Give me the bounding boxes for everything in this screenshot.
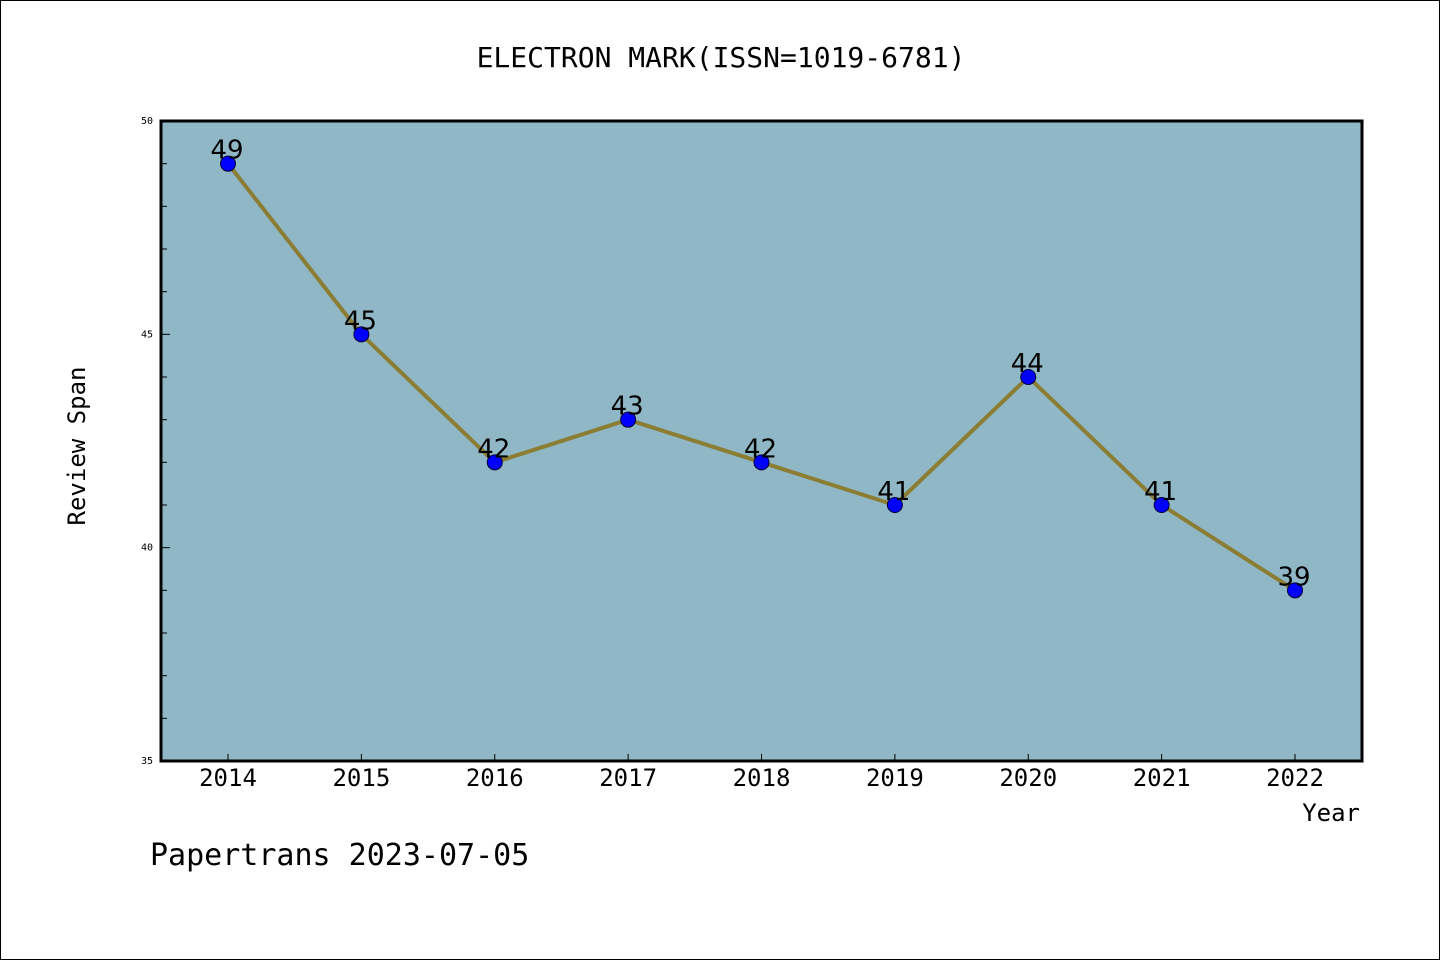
x-axis-label: Year bbox=[1302, 799, 1360, 827]
x-tick-label: 2014 bbox=[199, 764, 257, 792]
data-label: 44 bbox=[1011, 349, 1044, 379]
data-points bbox=[220, 155, 1303, 599]
x-tick-label: 2018 bbox=[733, 764, 791, 792]
data-label: 45 bbox=[344, 306, 377, 336]
data-label: 39 bbox=[1277, 562, 1310, 592]
y-tick-label: 50 bbox=[141, 116, 153, 127]
data-point bbox=[620, 411, 637, 428]
data-point bbox=[486, 454, 503, 471]
data-point bbox=[753, 454, 770, 471]
data-point bbox=[353, 326, 370, 343]
x-tick-label: 2016 bbox=[466, 764, 524, 792]
data-point bbox=[886, 497, 903, 513]
y-axis: 35 40 45 50 bbox=[141, 116, 170, 767]
y-tick-label: 45 bbox=[141, 329, 153, 340]
data-label: 42 bbox=[477, 434, 510, 464]
data-label: 43 bbox=[611, 392, 644, 422]
plot-area bbox=[159, 119, 1364, 763]
x-tick-label: 2015 bbox=[332, 764, 390, 792]
data-labels: 49 45 42 43 42 41 44 41 39 bbox=[210, 136, 1310, 593]
data-label: 41 bbox=[877, 477, 910, 507]
data-label: 49 bbox=[210, 136, 243, 166]
data-point bbox=[1020, 369, 1037, 385]
data-label: 41 bbox=[1144, 477, 1177, 507]
x-axis: 2014 2015 2016 2017 2018 2019 2020 2021 2022 bbox=[199, 754, 1324, 792]
y-axis-label: Review Span bbox=[63, 367, 91, 526]
data-point bbox=[220, 155, 236, 172]
footer-watermark: Papertrans 2023-07-05 bbox=[150, 838, 529, 873]
y-tick-label: 35 bbox=[141, 756, 153, 767]
x-tick-label: 2019 bbox=[866, 764, 924, 792]
data-label: 42 bbox=[744, 434, 777, 464]
data-point bbox=[1153, 497, 1170, 513]
data-point bbox=[1287, 582, 1303, 599]
x-tick-label: 2021 bbox=[1133, 764, 1191, 792]
x-tick-label: 2020 bbox=[999, 764, 1057, 792]
x-tick-label: 2017 bbox=[599, 764, 657, 792]
y-tick-label: 40 bbox=[141, 543, 153, 554]
x-tick-label: 2022 bbox=[1266, 764, 1324, 792]
chart-title: ELECTRON MARK(ISSN=1019-6781) bbox=[477, 41, 966, 74]
